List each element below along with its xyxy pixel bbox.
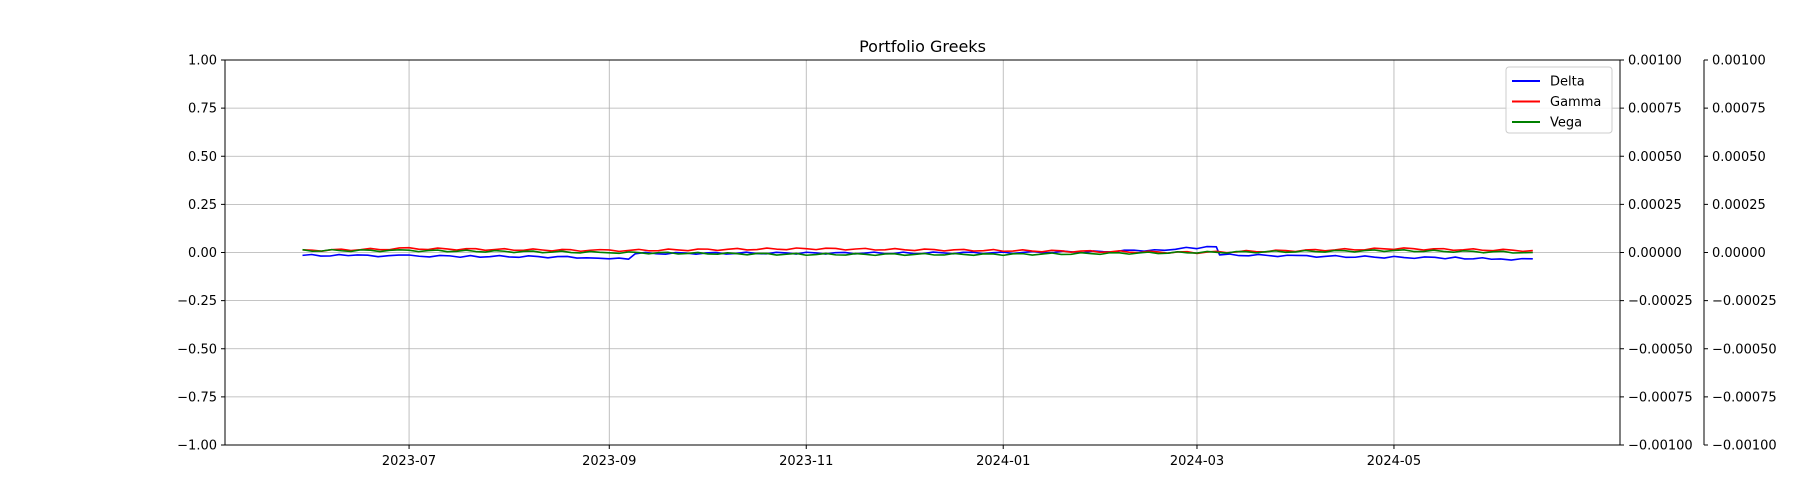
y-left-tick-label: −1.00 <box>177 439 217 454</box>
y-right2-tick-label: 0.00050 <box>1712 150 1766 165</box>
chart-title: Portfolio Greeks <box>859 37 986 56</box>
series-line-gamma <box>302 246 1533 255</box>
y-right1-tick-label: −0.00075 <box>1628 390 1693 405</box>
series-lines <box>302 245 1533 261</box>
x-tick-label: 2023-07 <box>382 454 436 469</box>
y-right1-tick-label: 0.00000 <box>1628 246 1682 261</box>
y-axis-right-vega: 0.00100 0.00075 0.00050 0.00025 0.00000 −0.00… <box>1703 54 1777 454</box>
legend: Delta Gamma Vega <box>1505 66 1613 134</box>
grid-lines <box>225 59 1620 446</box>
y-right1-tick-label: −0.00050 <box>1628 342 1693 357</box>
y-right1-tick-label: 0.00100 <box>1628 54 1682 69</box>
y-right2-tick-label: 0.00075 <box>1712 102 1766 117</box>
y-right1-tick-label: −0.00025 <box>1628 294 1693 309</box>
y-right2-tick-label: 0.00000 <box>1712 246 1766 261</box>
y-axis-right-gamma: 0.00100 0.00075 0.00050 0.00025 0.00000 −0.00… <box>1620 54 1693 454</box>
y-axis-left: 1.00 0.75 0.50 0.25 0.00 −0.25 −0.50 −0.75 −1.00 <box>177 54 225 454</box>
series-line-vega <box>302 248 1533 257</box>
y-right1-tick-label: 0.00075 <box>1628 102 1682 117</box>
y-left-tick-label: 0.25 <box>188 198 217 213</box>
legend-label-gamma: Gamma <box>1550 95 1601 110</box>
y-right1-tick-label: 0.00025 <box>1628 198 1682 213</box>
y-right2-tick-label: 0.00100 <box>1712 54 1766 69</box>
x-tick-label: 2024-01 <box>976 454 1030 469</box>
legend-label-delta: Delta <box>1550 75 1585 90</box>
y-left-tick-label: 0.00 <box>188 246 217 261</box>
y-right2-tick-label: −0.00100 <box>1712 439 1777 454</box>
x-tick-label: 2024-03 <box>1170 454 1224 469</box>
y-left-tick-label: −0.25 <box>177 294 217 309</box>
y-right1-tick-label: 0.00050 <box>1628 150 1682 165</box>
legend-label-vega: Vega <box>1550 116 1582 131</box>
x-tick-label: 2023-11 <box>779 454 833 469</box>
legend-box <box>1505 66 1613 134</box>
y-left-tick-label: −0.50 <box>177 342 217 357</box>
x-tick-label: 2024-05 <box>1367 454 1421 469</box>
y-right2-tick-label: −0.00050 <box>1712 342 1777 357</box>
x-axis: 2023-07 2023-09 2023-11 2024-01 2024-03 2024-… <box>382 445 1421 469</box>
x-tick-label: 2023-09 <box>582 454 636 469</box>
y-left-tick-label: −0.75 <box>177 390 217 405</box>
y-right2-tick-label: −0.00075 <box>1712 390 1777 405</box>
y-left-tick-label: 0.75 <box>188 102 217 117</box>
y-right2-tick-label: 0.00025 <box>1712 198 1766 213</box>
y-right2-tick-label: −0.00025 <box>1712 294 1777 309</box>
y-left-tick-label: 1.00 <box>188 54 217 69</box>
y-right1-tick-label: −0.00100 <box>1628 439 1693 454</box>
y-left-tick-label: 0.50 <box>188 150 217 165</box>
